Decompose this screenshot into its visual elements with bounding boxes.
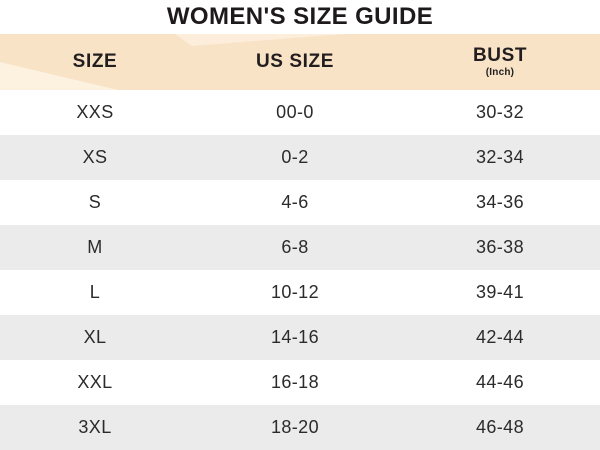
cell-size: L: [89, 282, 101, 302]
cell-us-size: 16-18: [270, 372, 320, 392]
cell-bust: 34-36: [475, 192, 525, 212]
table-row: M 6-8 36-38: [0, 225, 600, 270]
column-header-size-label: SIZE: [72, 51, 118, 73]
cell-bust: 44-46: [475, 372, 525, 392]
cell-us-size: 18-20: [270, 417, 320, 437]
column-header-bust-unit: (Inch): [485, 66, 515, 78]
cell-size: XS: [82, 147, 108, 167]
cell-size: S: [88, 192, 102, 212]
table-row: XXL 16-18 44-46: [0, 360, 600, 405]
cell-us-size: 10-12: [270, 282, 320, 302]
column-header-us-size-label: US SIZE: [255, 51, 335, 73]
column-header-us-size: US SIZE: [190, 52, 400, 72]
cell-us-size: 14-16: [270, 327, 320, 347]
table-row: XS 0-2 32-34: [0, 135, 600, 180]
cell-bust: 46-48: [475, 417, 525, 437]
cell-us-size: 6-8: [281, 237, 309, 257]
cell-size: 3XL: [78, 417, 112, 437]
table-row: S 4-6 34-36: [0, 180, 600, 225]
page-title: WOMEN'S SIZE GUIDE: [166, 3, 434, 30]
cell-bust: 30-32: [475, 102, 525, 122]
cell-bust: 42-44: [475, 327, 525, 347]
column-header-bust: BUST (Inch): [400, 44, 600, 78]
table-row: XL 14-16 42-44: [0, 315, 600, 360]
cell-us-size: 0-2: [281, 147, 309, 167]
cell-bust: 36-38: [475, 237, 525, 257]
table-row: XXS 00-0 30-32: [0, 90, 600, 135]
table-body: XXS 00-0 30-32 XS 0-2 32-34 S 4-6 34-36 …: [0, 90, 600, 450]
cell-bust: 39-41: [475, 282, 525, 302]
cell-bust: 32-34: [475, 147, 525, 167]
cell-size: M: [87, 237, 103, 257]
cell-size: XXL: [77, 372, 113, 392]
cell-size: XXS: [76, 102, 114, 122]
cell-size: XL: [83, 327, 107, 347]
table-row: 3XL 18-20 46-48: [0, 405, 600, 450]
cell-us-size: 4-6: [281, 192, 309, 212]
column-header-bust-label: BUST: [472, 44, 528, 66]
table-row: L 10-12 39-41: [0, 270, 600, 315]
cell-us-size: 00-0: [276, 102, 314, 122]
column-header-size: SIZE: [0, 52, 190, 72]
table-header: SIZE US SIZE BUST (Inch): [0, 34, 600, 90]
